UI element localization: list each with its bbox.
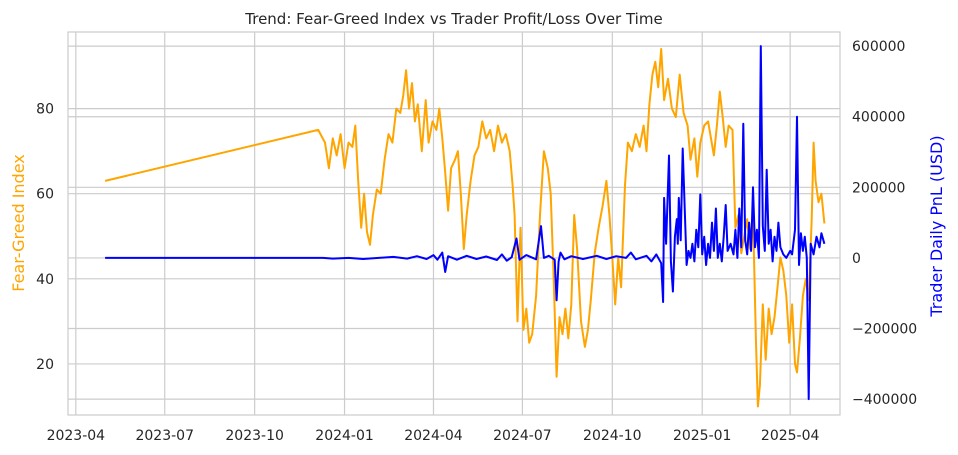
left-y-tick-label: 80 — [36, 102, 54, 118]
chart-title: Trend: Fear-Greed Index vs Trader Profit… — [244, 10, 662, 28]
right-y-tick-label: 600000 — [852, 39, 905, 55]
x-tick-label: 2024-04 — [404, 428, 463, 444]
x-tick-label: 2024-01 — [315, 428, 374, 444]
left-y-tick-label: 20 — [36, 357, 54, 373]
plot-frame — [67, 31, 841, 416]
right-y-tick-label: −400000 — [852, 392, 917, 408]
x-tick-label: 2025-01 — [673, 428, 732, 444]
x-tick-label: 2024-07 — [493, 428, 552, 444]
right-y-tick-label: −200000 — [852, 322, 917, 338]
right-y-tick-label: 200000 — [852, 180, 905, 196]
right-y-axis-ticks: −400000 −200000 0 200000 400000 600000 — [852, 39, 917, 408]
trader-pnl-series-line — [105, 45, 826, 401]
x-tick-label: 2023-04 — [47, 428, 106, 444]
right-y-tick-label: 400000 — [852, 110, 905, 126]
left-y-axis-ticks: 20 40 60 80 — [36, 102, 54, 373]
x-tick-label: 2024-10 — [583, 428, 642, 444]
grid-lines — [68, 32, 840, 415]
left-y-axis-label: Fear-Greed Index — [9, 154, 28, 292]
series-layer — [104, 45, 826, 408]
right-y-tick-label: 0 — [852, 251, 861, 267]
right-y-axis-label: Trader Daily PnL (USD) — [927, 135, 946, 317]
x-tick-label: 2023-07 — [135, 428, 194, 444]
x-tick-label: 2025-04 — [761, 428, 820, 444]
left-y-tick-label: 60 — [36, 187, 54, 203]
x-tick-label: 2023-10 — [225, 428, 284, 444]
x-axis-ticks: 2023-04 2023-07 2023-10 2024-01 2024-04 2024-… — [47, 428, 820, 444]
left-y-tick-label: 40 — [36, 272, 54, 288]
